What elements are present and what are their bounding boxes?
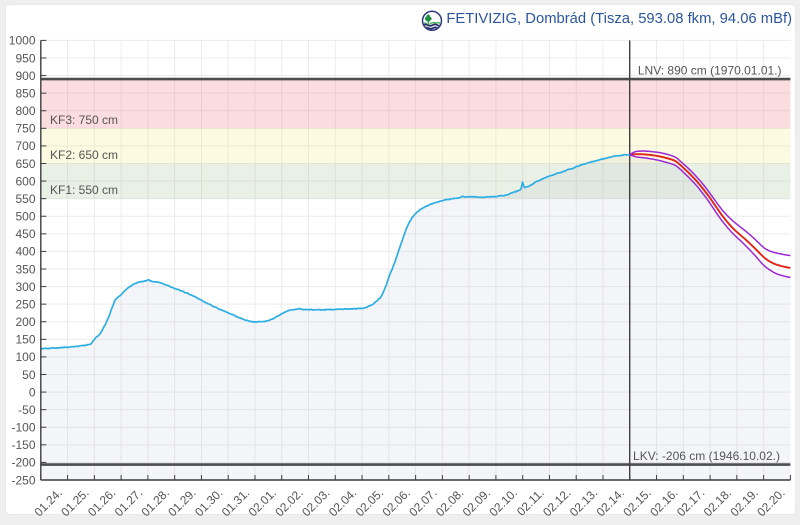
svg-text:-250: -250 [11, 473, 35, 487]
svg-text:02.19.: 02.19. [727, 486, 760, 519]
svg-text:300: 300 [15, 280, 35, 294]
svg-text:650: 650 [15, 157, 35, 171]
svg-text:01.27.: 01.27. [112, 486, 145, 519]
svg-text:02.16.: 02.16. [647, 486, 680, 519]
svg-text:01.30.: 01.30. [192, 486, 225, 519]
svg-text:750: 750 [15, 122, 35, 136]
svg-text:02.03.: 02.03. [299, 486, 332, 519]
svg-text:02.13.: 02.13. [567, 486, 600, 519]
svg-text:02.05.: 02.05. [353, 486, 386, 519]
svg-text:KF2: 650 cm: KF2: 650 cm [50, 148, 118, 162]
svg-text:150: 150 [15, 333, 35, 347]
svg-text:02.18.: 02.18. [701, 486, 734, 519]
svg-text:02.04.: 02.04. [326, 486, 359, 519]
svg-text:450: 450 [15, 227, 35, 241]
svg-text:-200: -200 [11, 456, 35, 470]
svg-text:250: 250 [15, 297, 35, 311]
svg-text:02.07.: 02.07. [406, 486, 439, 519]
svg-text:LNV: 890 cm (1970.01.01.): LNV: 890 cm (1970.01.01.) [638, 64, 782, 78]
svg-text:01.28.: 01.28. [139, 486, 172, 519]
svg-text:350: 350 [15, 262, 35, 276]
svg-text:900: 900 [15, 69, 35, 83]
svg-text:800: 800 [15, 104, 35, 118]
svg-text:02.09.: 02.09. [460, 486, 493, 519]
svg-text:850: 850 [15, 86, 35, 100]
svg-text:02.15.: 02.15. [620, 486, 653, 519]
svg-text:KF3: 750 cm: KF3: 750 cm [50, 113, 118, 127]
svg-text:02.08.: 02.08. [433, 486, 466, 519]
svg-text:01.25.: 01.25. [58, 486, 91, 519]
svg-text:02.20.: 02.20. [754, 486, 787, 519]
svg-text:0: 0 [29, 385, 36, 399]
svg-text:KF1: 550 cm: KF1: 550 cm [50, 183, 118, 197]
svg-text:02.10.: 02.10. [487, 486, 520, 519]
svg-text:400: 400 [15, 245, 35, 259]
svg-text:01.31.: 01.31. [219, 486, 252, 519]
svg-text:-150: -150 [11, 438, 35, 452]
svg-text:50: 50 [22, 368, 36, 382]
svg-text:LKV: -206 cm (1946.10.02.): LKV: -206 cm (1946.10.02.) [633, 449, 780, 463]
svg-text:02.06.: 02.06. [379, 486, 412, 519]
svg-text:02.17.: 02.17. [674, 486, 707, 519]
svg-text:550: 550 [15, 192, 35, 206]
svg-text:02.12.: 02.12. [540, 486, 573, 519]
svg-text:02.02.: 02.02. [272, 486, 305, 519]
svg-text:-100: -100 [11, 421, 35, 435]
svg-text:02.01.: 02.01. [246, 486, 279, 519]
svg-text:01.26.: 01.26. [85, 486, 118, 519]
svg-text:950: 950 [15, 51, 35, 65]
svg-text:1000: 1000 [9, 34, 36, 48]
svg-text:01.24.: 01.24. [31, 486, 64, 519]
svg-text:02.14.: 02.14. [594, 486, 627, 519]
svg-text:100: 100 [15, 350, 35, 364]
svg-text:200: 200 [15, 315, 35, 329]
svg-text:02.11.: 02.11. [514, 486, 547, 519]
svg-text:500: 500 [15, 210, 35, 224]
svg-text:600: 600 [15, 174, 35, 188]
svg-text:-50: -50 [18, 403, 36, 417]
svg-text:700: 700 [15, 139, 35, 153]
svg-text:01.29.: 01.29. [165, 486, 198, 519]
